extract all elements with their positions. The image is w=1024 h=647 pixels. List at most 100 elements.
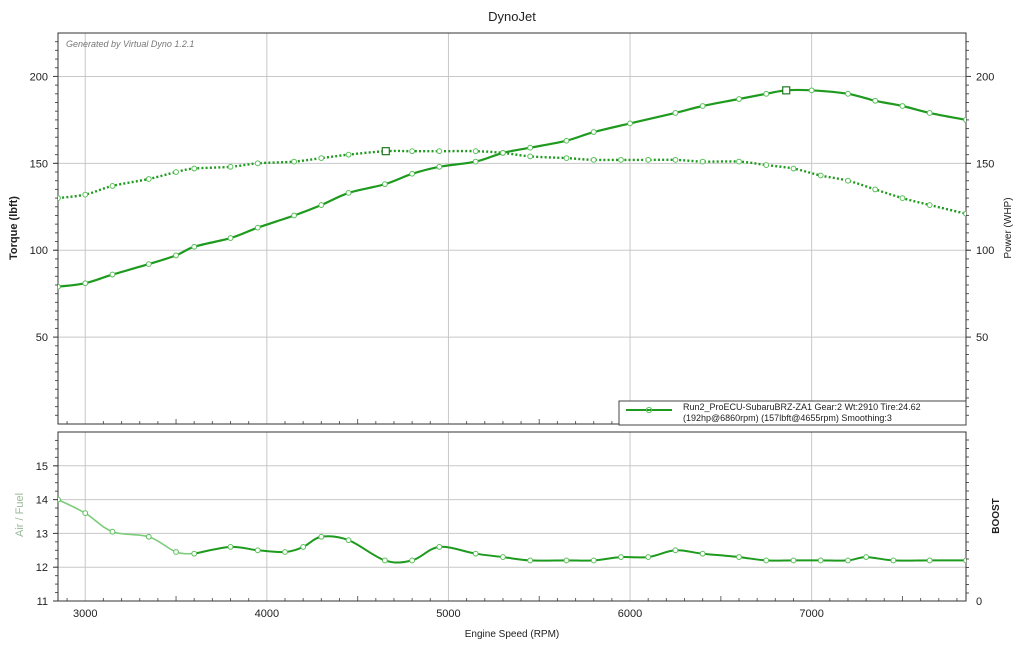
torque-point: [926, 202, 933, 208]
subtitle: Generated by Virtual Dyno 1.2.1: [66, 39, 194, 49]
power-point: [872, 97, 879, 104]
power-point: [627, 120, 633, 127]
x-tick-label: 4000: [255, 608, 279, 620]
x-tick-label: 6000: [618, 608, 642, 620]
torque-point: [145, 176, 152, 182]
power-point: [590, 129, 597, 135]
y-axis-label-right: Power (WHP): [1003, 197, 1014, 258]
torque-point: [173, 169, 179, 175]
power-point: [763, 90, 770, 97]
afr-point: [618, 554, 624, 560]
afr-point: [282, 549, 288, 555]
y-tick-label-right: 100: [976, 245, 994, 257]
torque-point: [345, 151, 352, 158]
power-point: [409, 170, 416, 177]
afr-point: [590, 557, 597, 564]
power-point: [254, 224, 261, 231]
afr-point: [527, 557, 534, 564]
afr-point: [436, 544, 443, 550]
torque-point: [527, 153, 534, 160]
afr-point: [58, 496, 61, 503]
y-tick-label-left: 12: [36, 562, 48, 574]
afr-axis-label: Air / Fuel: [14, 493, 26, 537]
air-fuel-panel: 3000 4000 5000 6000 7000 11 12 13 14 15 0: [36, 431, 982, 620]
chart-title: DynoJet: [488, 9, 536, 24]
torque-point: [845, 177, 851, 184]
power-point: [563, 137, 570, 144]
peak-marker: [381, 147, 390, 156]
torque-point: [645, 156, 652, 163]
power-point: [82, 280, 89, 287]
torque-point: [590, 156, 597, 163]
power-point: [145, 261, 152, 268]
plot-frame: [57, 431, 967, 602]
afr-point: [254, 547, 261, 554]
afr-point: [763, 557, 770, 564]
y-tick-label-left: 50: [36, 332, 48, 344]
torque-point: [318, 155, 325, 162]
afr-point: [109, 528, 116, 535]
torque-power-panel: 50 100 150 200 50 100 150 200: [30, 32, 994, 425]
afr-point: [345, 537, 352, 544]
power-point: [436, 163, 443, 170]
afr-point: [790, 557, 797, 564]
legend-line-2: (192hp@6860rpm) (157lbft@4655rpm) Smooth…: [683, 413, 892, 423]
y-tick-label-right: 200: [976, 71, 994, 83]
afr-point: [699, 550, 706, 557]
torque-point: [872, 186, 879, 193]
power-point: [345, 189, 352, 196]
y-tick-label-right: 150: [976, 158, 994, 170]
torque-point: [618, 156, 624, 163]
afr-point: [645, 554, 652, 560]
torque-point: [699, 158, 706, 165]
afr-line: [194, 535, 966, 564]
torque-point: [500, 150, 506, 156]
power-point: [291, 212, 297, 219]
power-point: [318, 202, 325, 208]
afr-point: [381, 557, 388, 564]
afr-point: [318, 533, 325, 540]
afr-point: [926, 557, 933, 564]
plot-area: [58, 86, 966, 290]
plot-frame: [57, 32, 967, 425]
afr-point: [563, 557, 570, 564]
power-point: [58, 283, 61, 290]
torque-point: [672, 156, 679, 163]
torque-point: [291, 158, 297, 165]
afr-point: [672, 547, 679, 554]
afr-point: [472, 550, 479, 557]
torque-point: [254, 160, 261, 167]
torque-line: [58, 149, 966, 215]
y-axis-label-left: Torque (lbft): [8, 196, 20, 260]
power-point: [808, 87, 815, 94]
torque-point: [409, 148, 416, 155]
torque-point: [109, 183, 116, 189]
afr-line-start: [58, 498, 195, 555]
y-tick-label-left: 100: [30, 245, 48, 257]
torque-point: [763, 162, 770, 168]
torque-point: [227, 163, 234, 170]
y-tick-label-left: 200: [30, 71, 48, 83]
power-point: [227, 235, 234, 241]
torque-point: [899, 195, 906, 201]
torque-point: [58, 195, 61, 201]
torque-point: [472, 148, 479, 155]
afr-point: [963, 557, 966, 564]
afr-point: [173, 549, 179, 555]
afr-point: [845, 557, 851, 564]
power-point: [699, 103, 706, 109]
power-point: [926, 110, 933, 116]
peak-marker: [782, 86, 791, 95]
torque-point: [736, 158, 742, 165]
boost-axis-label: BOOST: [991, 498, 1002, 534]
legend-box: [618, 400, 967, 426]
y-tick-label-left: 11: [37, 596, 48, 608]
afr-point: [817, 557, 824, 564]
power-point: [527, 144, 534, 151]
afr-point: [409, 557, 416, 564]
torque-point: [82, 191, 89, 198]
legend: Run2_ProECU-SubaruBRZ-ZA1 Gear:2 Wt:2910…: [618, 400, 967, 426]
power-point: [899, 103, 906, 109]
power-point: [173, 252, 179, 259]
